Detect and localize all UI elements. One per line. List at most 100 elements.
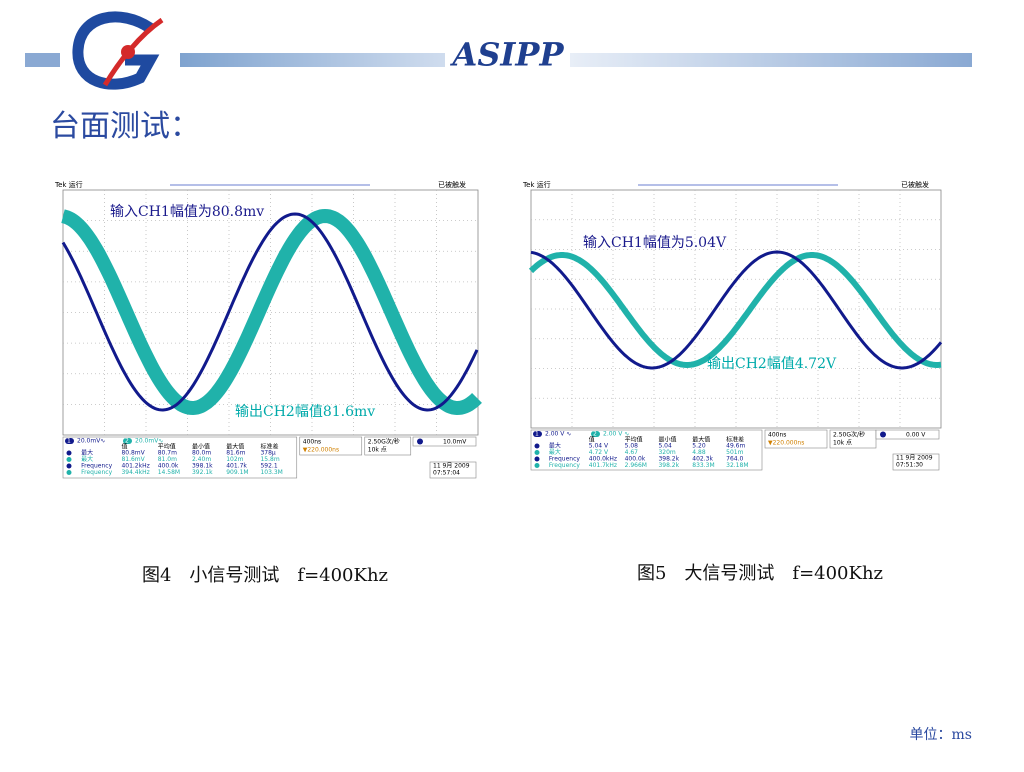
info-box <box>412 436 477 447</box>
waveform <box>530 250 943 370</box>
header-bar <box>180 53 445 67</box>
channel-scale: 2.00 V ∿ <box>603 431 629 438</box>
table-cell: 401.7kHz <box>589 462 617 469</box>
table-cell: 833.3M <box>692 462 714 469</box>
info-box <box>530 429 763 471</box>
caption: 图5 大信号测试 f=400Khz <box>637 563 883 584</box>
heading: 台面测试： <box>50 109 200 144</box>
logo <box>72 11 164 90</box>
table-cell: 400.0k <box>158 463 179 470</box>
table-cell: 103.3M <box>260 469 282 476</box>
table-cell: 80.7m <box>158 450 177 457</box>
table-cell: 4.67 <box>625 449 639 456</box>
table-cell: Frequency <box>549 462 580 469</box>
position: ▼220.000ns <box>303 447 339 454</box>
table-cell: 最大 <box>549 448 561 456</box>
channel-badge <box>591 431 600 437</box>
table-cell: 5.04 V <box>589 443 609 450</box>
table-cell: 102m <box>226 456 243 463</box>
table-cell: 398.2k <box>658 462 679 469</box>
table-header: 平均值 <box>158 443 176 451</box>
annotation: 输入CH1幅值为5.04V <box>583 235 727 251</box>
channel-number: 2 <box>593 431 597 438</box>
table-header: 最小值 <box>192 443 210 451</box>
info-box <box>299 436 363 456</box>
table-cell: 378μ <box>260 450 275 457</box>
table-header: 标准差 <box>726 436 744 444</box>
table-cell: 5.04 <box>658 443 672 450</box>
table-cell: 80.8mV <box>121 450 145 457</box>
trigger-badge <box>417 438 423 445</box>
table-cell: 15.8m <box>260 456 279 463</box>
row-badge <box>66 450 72 456</box>
table-cell: Frequency <box>81 463 112 470</box>
trigger-level: 10.0mV <box>443 439 467 446</box>
timebase: 400ns <box>768 432 786 439</box>
table-cell: 401.7k <box>226 463 247 470</box>
channel-badge <box>65 438 74 444</box>
date: 11 9月 2009 <box>433 463 470 470</box>
row-badge <box>66 463 72 469</box>
header-bar <box>25 53 60 67</box>
table-header: 最小值 <box>658 436 676 444</box>
table-cell: 4.88 <box>692 449 706 456</box>
trigger-level: 0.00 V <box>906 432 926 439</box>
table-cell: 400.0k <box>625 456 646 463</box>
record-length: 10k 点 <box>833 439 852 447</box>
channel-badge <box>123 438 132 444</box>
waveform <box>61 208 482 416</box>
trigger-badge <box>880 431 886 438</box>
table-cell: 592.1 <box>260 463 277 470</box>
table-cell: 398.1k <box>192 463 213 470</box>
channel-number: 1 <box>535 431 539 438</box>
table-cell: Frequency <box>81 469 112 476</box>
channel-scale: 20.0mV∿ <box>135 438 163 445</box>
table-header: 最大值 <box>692 436 710 444</box>
annotation: 输出CH2幅值81.6mv <box>235 404 375 420</box>
table-header: 值 <box>589 436 595 444</box>
info-box <box>62 436 298 479</box>
table-header: 值 <box>121 443 127 451</box>
channel-number: 1 <box>67 438 71 445</box>
table-cell: 392.1k <box>192 469 213 476</box>
info-box <box>875 429 940 440</box>
channel-scale: 20.0mV∿ <box>77 438 105 445</box>
table-cell: Frequency <box>549 456 580 463</box>
channel-scale: 2.00 V ∿ <box>545 431 571 438</box>
header-bar <box>570 53 972 67</box>
channel-badge <box>533 431 542 437</box>
table-cell: 764.0 <box>726 456 743 463</box>
info-box <box>364 436 412 456</box>
scope-trigger-state: 已被触发 <box>438 180 466 189</box>
sample-rate: 2.50G次/秒 <box>368 438 400 446</box>
table-cell: 81.6m <box>226 450 245 457</box>
channel-number: 2 <box>125 438 129 445</box>
row-badge <box>534 463 540 468</box>
row-badge <box>66 457 72 462</box>
scope-background <box>55 180 480 480</box>
info-box <box>764 429 828 449</box>
table-cell: 320m <box>658 449 675 456</box>
table-cell: 80.0m <box>192 450 211 457</box>
scope-status: Tek 运行 <box>522 180 551 189</box>
date: 11 9月 2009 <box>896 455 933 462</box>
table-cell: 401.2kHz <box>121 463 149 470</box>
table-cell: 501m <box>726 449 743 456</box>
info-box <box>892 453 940 471</box>
position: ▼220.000ns <box>768 440 804 447</box>
table-cell: 5.08 <box>625 443 639 450</box>
timebase: 400ns <box>303 439 321 446</box>
table-cell: 14.58M <box>158 469 180 476</box>
scope-trigger-state: 已被触发 <box>901 180 929 189</box>
table-cell: 400.0kHz <box>589 456 617 463</box>
table-header: 平均值 <box>625 436 643 444</box>
time: 07:51:30 <box>896 462 923 469</box>
table-cell: 394.4kHz <box>121 469 149 476</box>
table-header: 标准差 <box>260 443 278 451</box>
table-cell: 4.72 V <box>589 449 609 456</box>
table-cell: 2.966M <box>625 462 647 469</box>
table-cell: 2.40m <box>192 456 211 463</box>
table-cell: 909.1M <box>226 469 248 476</box>
row-badge <box>534 443 540 449</box>
